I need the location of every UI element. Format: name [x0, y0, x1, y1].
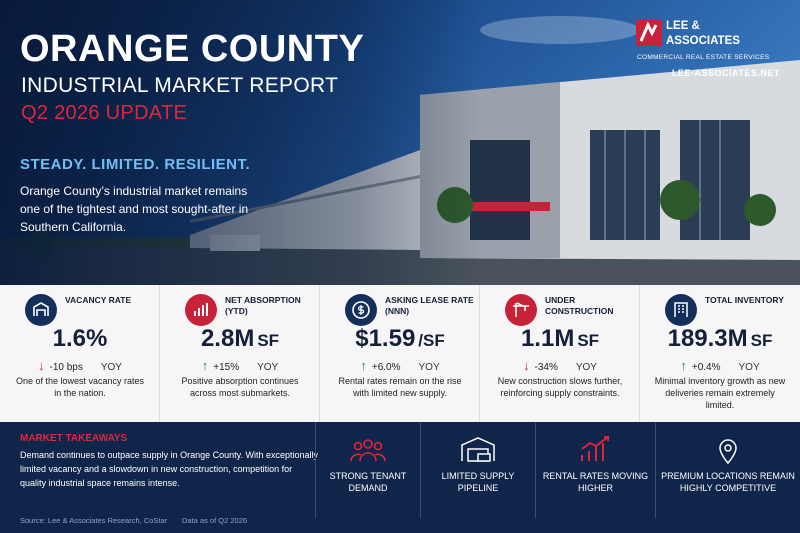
- metric-icon: [665, 294, 697, 326]
- metric-label: UNDER CONSTRUCTION: [545, 295, 614, 316]
- metric-card: ASKING LEASE RATE (NNN) $1.59/SF ↑ +6.0% YOY…: [320, 285, 480, 422]
- icon-glyph: [194, 303, 208, 316]
- metric-value-row: 1.1M SF: [480, 325, 640, 353]
- metric-value: $1.59: [355, 325, 416, 352]
- metric-change: -10 bps: [49, 362, 83, 373]
- metric-value-row: 189.3M SF: [640, 325, 800, 353]
- icon-glyph: [513, 302, 529, 317]
- metric-period: YOY: [257, 362, 279, 373]
- metric-value: 2.8M: [200, 325, 255, 352]
- metric-change: +15%: [213, 362, 240, 373]
- metric-label: NET ABSORPTION (YTD): [225, 295, 301, 316]
- metric-value-row: 1.6%: [0, 325, 160, 353]
- metric-change-row: ↓ -34% YOY: [480, 358, 640, 373]
- intro-tagline: STEADY. LIMITED. RESILIENT.: [20, 156, 251, 173]
- metric-label: ASKING LEASE RATE (NNN): [385, 295, 474, 316]
- metric-note: One of the lowest vacancy rates in the n…: [15, 376, 145, 398]
- metric-value: 1.1M: [520, 325, 575, 352]
- brand-url[interactable]: LEE-ASSOCIATES.NET: [672, 68, 780, 78]
- metric-unit: SF: [577, 331, 600, 350]
- metric-card: UNDER CONSTRUCTION 1.1M SF ↓ -34% YOY New cons…: [480, 285, 640, 422]
- metric-period: YOY: [100, 362, 122, 373]
- takeaway-item: PREMIUM LOCATIONS REMAIN HIGHLY COMPETIT…: [655, 422, 800, 518]
- metric-change: +6.0%: [371, 362, 401, 373]
- takeaway-item: STRONG TENANT DEMAND: [315, 422, 420, 518]
- metric-change-row: ↓ -10 bps YOY: [0, 358, 160, 373]
- takeaways-text: Demand continues to outpace supply in Or…: [20, 450, 319, 488]
- brand-tagline: COMMERCIAL REAL ESTATE SERVICES: [637, 54, 770, 61]
- trend-arrow: ↓: [38, 358, 45, 373]
- metric-change-row: ↑ +0.4% YOY: [640, 358, 800, 373]
- takeaway-icon: [350, 439, 386, 462]
- takeaway-label: RENTAL RATES MOVING HIGHER: [542, 471, 649, 493]
- metric-period: YOY: [575, 362, 597, 373]
- metric-unit: SF: [750, 331, 773, 350]
- icon-glyph: [352, 301, 370, 319]
- takeaway-label: LIMITED SUPPLY PIPELINE: [441, 471, 515, 493]
- icon-glyph: [674, 302, 688, 317]
- metric-period: YOY: [738, 362, 760, 373]
- metric-change: -34%: [534, 362, 558, 373]
- metric-icon: [25, 294, 57, 326]
- brand-name: LEE &: [666, 20, 700, 32]
- source: Source: Lee & Associates Research, CoSta…: [20, 516, 168, 525]
- trend-arrow: ↓: [523, 358, 530, 373]
- metric-change-row: ↑ +6.0% YOY: [320, 358, 480, 373]
- metric-card: NET ABSORPTION (YTD) 2.8M SF ↑ +15% YOY Positi…: [160, 285, 320, 422]
- takeaways-heading: MARKET TAKEAWAYS: [20, 433, 128, 444]
- takeaway-item: RENTAL RATES MOVING HIGHER: [535, 422, 655, 518]
- takeaway-icon: [719, 439, 737, 465]
- metric-value: 1.6%: [52, 325, 108, 352]
- metric-icon: [345, 294, 377, 326]
- metric-unit: SF: [257, 331, 280, 350]
- takeaway-label: PREMIUM LOCATIONS REMAIN HIGHLY COMPETIT…: [661, 471, 795, 493]
- icon-glyph: [33, 302, 49, 316]
- trend-arrow: ↑: [680, 358, 687, 373]
- subtitle: INDUSTRIAL MARKET REPORT: [21, 74, 339, 97]
- metric-value-row: 2.8M SF: [160, 325, 320, 353]
- trend-arrow: ↑: [201, 358, 209, 373]
- takeaway-label: STRONG TENANT DEMAND: [329, 471, 407, 493]
- metric-note: New construction slows further, reinforc…: [497, 376, 623, 398]
- title: ORANGE COUNTY: [20, 28, 365, 70]
- metric-value: 189.3M: [667, 325, 748, 352]
- metric-change: +0.4%: [691, 362, 721, 373]
- update: Q2 2026 UPDATE: [21, 102, 188, 124]
- metric-icon: [505, 294, 537, 326]
- metric-note: Rental rates remain on the rise with lim…: [338, 376, 462, 398]
- metric-card: TOTAL INVENTORY 189.3M SF ↑ +0.4% YOY Minimal …: [640, 285, 800, 422]
- trend-arrow: ↑: [360, 358, 367, 373]
- as-of: Data as of Q2 2026: [182, 516, 248, 525]
- metric-unit: /SF: [418, 331, 445, 350]
- metric-label: VACANCY RATE: [65, 295, 132, 305]
- takeaway-item: LIMITED SUPPLY PIPELINE: [420, 422, 535, 518]
- metric-value-row: $1.59/SF: [320, 325, 480, 353]
- metric-icon: [185, 294, 217, 326]
- metric-note: Minimal inventory growth as new deliveri…: [654, 376, 786, 410]
- brand-name: ASSOCIATES: [666, 35, 740, 47]
- metric-card: VACANCY RATE 1.6% ↓ -10 bps YOY One of the lo…: [0, 285, 160, 422]
- metric-label: TOTAL INVENTORY: [705, 295, 784, 305]
- takeaway-icon: [580, 436, 609, 461]
- metric-note: Positive absorption continues across mos…: [181, 376, 299, 398]
- metric-period: YOY: [418, 362, 440, 373]
- intro-text: Orange County’s industrial market remain…: [20, 184, 249, 234]
- metrics: VACANCY RATE 1.6% ↓ -10 bps YOY One of the lo…: [0, 285, 800, 422]
- takeaway-icon: [461, 437, 495, 462]
- metric-change-row: ↑ +15% YOY: [160, 358, 320, 373]
- takeaways: MARKET TAKEAWAYS Demand continues to out…: [0, 422, 800, 533]
- hero-image: [0, 0, 800, 285]
